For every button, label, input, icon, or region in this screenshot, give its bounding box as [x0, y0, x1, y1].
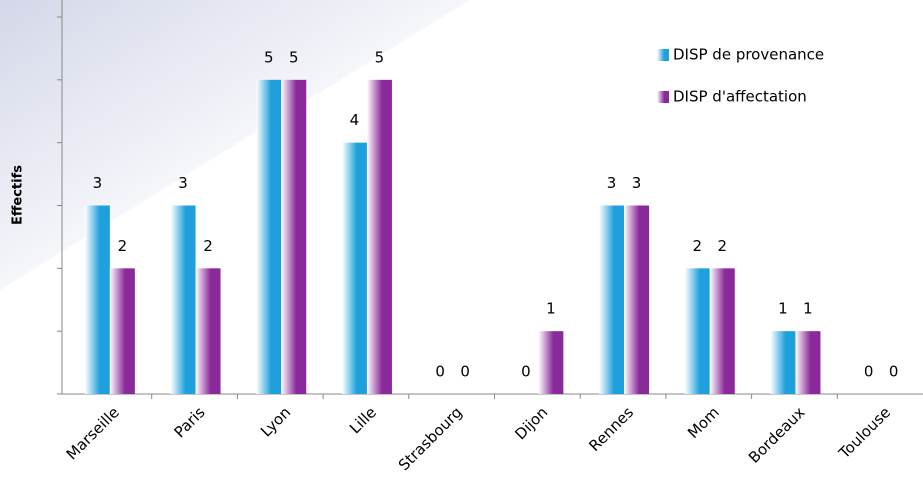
- data-label: 2: [692, 237, 702, 255]
- bar: [171, 206, 196, 395]
- legend-label: DISP d'affectation: [673, 88, 807, 106]
- bar: [256, 80, 281, 394]
- bar: [685, 268, 710, 394]
- bar: [770, 331, 795, 394]
- bar: [538, 331, 563, 394]
- chart: Effectifs Marseille32Paris32Lyon55Lille4…: [0, 0, 923, 489]
- data-label: 0: [460, 363, 470, 381]
- data-label: 1: [546, 300, 556, 318]
- data-label: 2: [118, 237, 128, 255]
- data-label: 0: [435, 363, 445, 381]
- legend-marker: [657, 49, 669, 61]
- bar: [85, 206, 110, 395]
- bar: [599, 206, 624, 395]
- bar: [196, 268, 221, 394]
- data-label: 3: [607, 174, 617, 192]
- bar: [795, 331, 820, 394]
- data-label: 1: [778, 300, 788, 318]
- data-label: 0: [864, 363, 874, 381]
- bar: [624, 206, 649, 395]
- data-label: 3: [632, 174, 642, 192]
- legend-label: DISP de provenance: [673, 46, 824, 64]
- data-label: 3: [178, 174, 188, 192]
- bar: [710, 268, 735, 394]
- bar: [110, 268, 135, 394]
- data-label: 2: [717, 237, 727, 255]
- data-label: 3: [93, 174, 103, 192]
- y-axis-label: Effectifs: [11, 165, 26, 225]
- bar: [281, 80, 306, 394]
- bar: [367, 80, 392, 394]
- data-label: 5: [264, 48, 274, 66]
- legend-marker: [657, 91, 669, 103]
- data-label: 1: [803, 300, 813, 318]
- bar: [342, 143, 367, 394]
- data-label: 5: [289, 48, 299, 66]
- data-label: 4: [350, 111, 360, 129]
- data-label: 0: [889, 363, 899, 381]
- data-label: 5: [375, 48, 385, 66]
- data-label: 0: [521, 363, 531, 381]
- data-label: 2: [203, 237, 213, 255]
